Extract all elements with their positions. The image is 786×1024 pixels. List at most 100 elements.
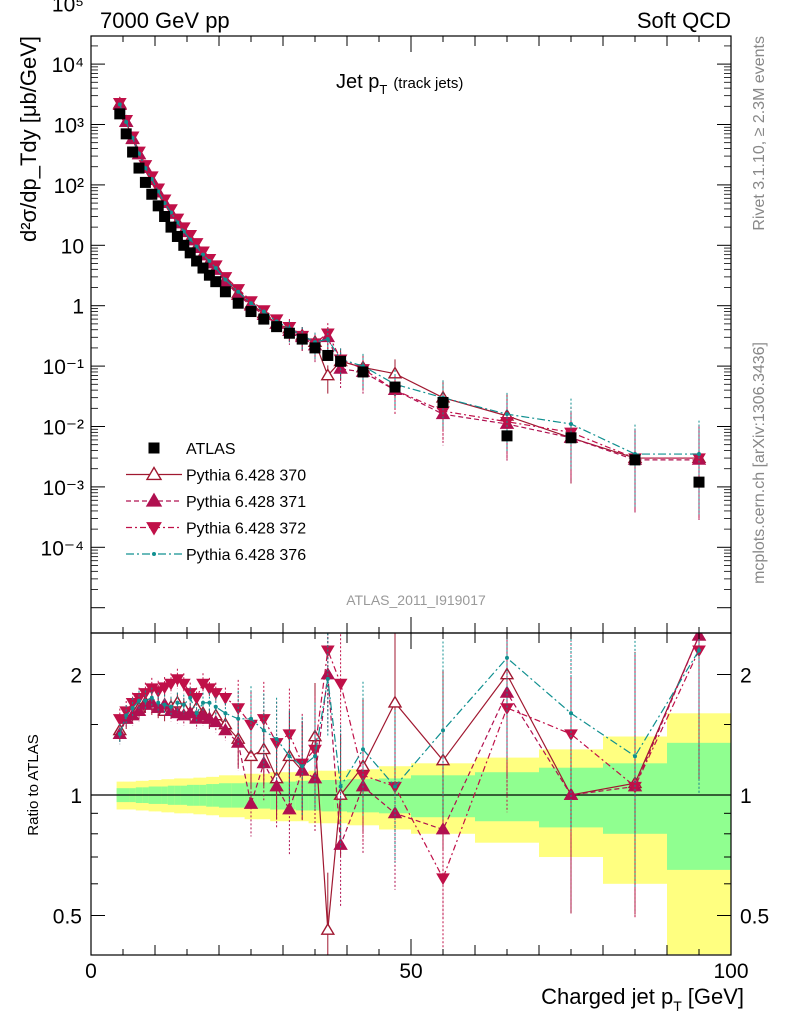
y-tick-label: 10⁻¹ bbox=[43, 356, 84, 379]
ratio-point bbox=[338, 784, 343, 789]
ratio-point bbox=[230, 735, 246, 748]
x-axis-label-unit: [GeV] bbox=[688, 984, 744, 1009]
rivet-version-label: Rivet 3.1.10, ≥ 2.3M events bbox=[751, 36, 768, 231]
ratio-point bbox=[164, 678, 178, 691]
ratio-point bbox=[243, 796, 259, 809]
data-point bbox=[124, 119, 129, 124]
main-panel: 10⁵ 10⁴ 10³ 10² 10 1 10⁻¹ 10⁻² 10⁻³ 10⁻⁴ Jet pT (t… bbox=[16, 0, 732, 634]
ratio-point bbox=[208, 688, 223, 700]
ratio-point bbox=[124, 713, 129, 718]
data-point bbox=[629, 454, 641, 466]
y-tick-label: 10⁻² bbox=[43, 417, 84, 440]
data-point bbox=[245, 306, 257, 318]
x-axis-label-main: Charged jet p bbox=[541, 984, 673, 1009]
ratio-point bbox=[194, 711, 199, 716]
ratio-point bbox=[393, 784, 397, 789]
ratio-panel: 2 2 1 1 0.5 0.5 0 50 100 Ratio to ATLAS Charged … bbox=[25, 632, 769, 1014]
plot-title: Jet pT (track jets) bbox=[336, 71, 463, 97]
ratio-series-p376 bbox=[117, 633, 701, 888]
ratio-point bbox=[137, 698, 141, 703]
data-point bbox=[223, 277, 228, 282]
ratio-point bbox=[361, 747, 365, 752]
ratio-point bbox=[138, 688, 153, 700]
header-energy-label: 7000 GeV pp bbox=[100, 8, 230, 33]
data-point bbox=[114, 108, 126, 120]
ratio-point bbox=[143, 698, 148, 703]
data-point bbox=[176, 222, 191, 235]
data-point bbox=[146, 188, 158, 200]
ratio-point bbox=[569, 711, 573, 716]
ratio-point bbox=[181, 702, 186, 707]
plot-title-sub: T bbox=[379, 82, 387, 97]
data-point bbox=[178, 239, 190, 251]
ratio-point bbox=[505, 655, 509, 660]
ratio-tick-label: 2 bbox=[70, 665, 82, 688]
ratio-point bbox=[243, 748, 259, 762]
ratio-point bbox=[333, 837, 348, 850]
ratio-point bbox=[208, 714, 224, 728]
ratio-point bbox=[169, 704, 173, 709]
legend-label: Pythia 6.428 371 bbox=[186, 494, 306, 511]
ratio-point bbox=[325, 676, 330, 681]
ratio-point bbox=[387, 805, 403, 819]
x-tick-label: 100 bbox=[713, 960, 748, 983]
ratio-point bbox=[130, 705, 135, 710]
ratio-point bbox=[189, 693, 204, 705]
ratio-point bbox=[182, 705, 198, 719]
data-point bbox=[203, 269, 215, 281]
ratio-point bbox=[441, 728, 445, 733]
ratio-point bbox=[117, 732, 122, 737]
data-point bbox=[165, 221, 177, 233]
legend-label: ATLAS bbox=[186, 441, 236, 458]
ratio-point bbox=[223, 711, 228, 716]
data-point bbox=[117, 102, 122, 107]
data-point bbox=[389, 381, 401, 393]
ratio-point bbox=[151, 686, 166, 698]
main-panel-frame bbox=[90, 35, 732, 634]
data-point bbox=[184, 247, 196, 259]
data-point bbox=[236, 289, 241, 294]
data-point bbox=[569, 421, 573, 426]
ratio-point bbox=[202, 711, 217, 724]
data-point bbox=[258, 313, 270, 325]
ratio-tick-label-right: 2 bbox=[740, 665, 752, 688]
header-process-label: Soft QCD bbox=[637, 8, 731, 33]
ratio-point bbox=[436, 873, 450, 886]
ratio-point bbox=[144, 695, 160, 708]
data-point bbox=[207, 258, 212, 263]
data-point bbox=[261, 309, 266, 314]
y-tick-label: 10 bbox=[61, 235, 84, 258]
ratio-line bbox=[119, 649, 700, 789]
ratio-point bbox=[201, 700, 205, 705]
ratio-point bbox=[176, 678, 191, 691]
mcplots-label: mcplots.cern.ch [arXiv:1306.3436] bbox=[751, 342, 768, 584]
ratio-tick-label-right: 0.5 bbox=[740, 906, 769, 929]
ratio-point bbox=[287, 754, 292, 759]
legend-marker bbox=[148, 442, 160, 454]
data-point bbox=[139, 176, 151, 188]
data-point bbox=[159, 210, 171, 222]
data-point bbox=[170, 213, 185, 226]
ratio-tick-label: 1 bbox=[70, 785, 82, 808]
legend-marker bbox=[145, 492, 163, 507]
ratio-point bbox=[564, 729, 578, 742]
ratio-point bbox=[308, 744, 322, 757]
ratio-point bbox=[131, 703, 147, 717]
data-point bbox=[213, 266, 218, 271]
series-line bbox=[119, 104, 699, 455]
legend-label: Pythia 6.428 372 bbox=[186, 521, 306, 538]
data-point bbox=[208, 260, 223, 273]
ratio-tick-label: 0.5 bbox=[53, 906, 82, 929]
ratio-point bbox=[633, 754, 637, 759]
data-point bbox=[197, 262, 209, 274]
plot-title-main: Jet p bbox=[336, 71, 379, 93]
data-point bbox=[322, 349, 334, 361]
ratio-point bbox=[249, 716, 253, 721]
ratio-point bbox=[195, 708, 211, 721]
y-tick-label: 10² bbox=[54, 175, 84, 198]
legend-label: Pythia 6.428 376 bbox=[186, 547, 306, 564]
ratio-point bbox=[282, 802, 297, 815]
data-point bbox=[133, 162, 145, 174]
analysis-label: ATLAS_2011_I919017 bbox=[346, 592, 486, 608]
